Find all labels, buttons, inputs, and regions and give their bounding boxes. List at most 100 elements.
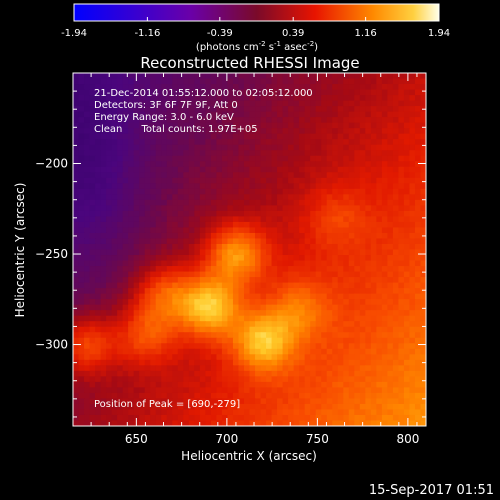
heatmap-cell: [122, 266, 129, 273]
heatmap-cell: [128, 166, 135, 173]
heatmap-cell: [420, 117, 426, 124]
heatmap-cell: [128, 299, 135, 306]
heatmap-cell: [348, 183, 355, 190]
x-tick-label: 650: [125, 432, 148, 446]
heatmap-cell: [177, 403, 184, 411]
heatmap-cell: [199, 100, 206, 107]
heatmap-cell: [84, 243, 91, 251]
heatmap-cell: [73, 117, 80, 124]
heatmap-cell: [266, 177, 273, 184]
heatmap-cell: [78, 117, 85, 124]
heatmap-cell: [205, 354, 212, 361]
heatmap-cell: [117, 387, 124, 394]
heatmap-cell: [332, 271, 339, 278]
heatmap-cell: [238, 227, 245, 234]
heatmap-cell: [161, 293, 168, 300]
heatmap-cell: [166, 205, 173, 212]
heatmap-cell: [337, 194, 344, 201]
heatmap-cell: [381, 288, 388, 295]
heatmap-cell: [161, 194, 168, 201]
heatmap-cell: [78, 106, 85, 113]
heatmap-cell: [221, 117, 229, 124]
heatmap-cell: [139, 288, 146, 295]
heatmap-cell: [128, 144, 135, 151]
heatmap-cell: [365, 365, 372, 372]
heatmap-cell: [277, 403, 284, 411]
heatmap-cell: [73, 370, 80, 377]
heatmap-cell: [310, 282, 317, 289]
heatmap-cell: [392, 337, 400, 344]
heatmap-cell: [310, 183, 317, 190]
heatmap-cell: [343, 100, 350, 107]
heatmap-cell: [177, 381, 184, 388]
heatmap-cell: [238, 255, 245, 262]
heatmap-cell: [166, 354, 173, 361]
heatmap-cell: [288, 194, 295, 201]
heatmap-cell: [359, 282, 366, 289]
heatmap-cell: [84, 133, 91, 140]
heatmap-cell: [227, 403, 234, 411]
heatmap-cell: [243, 150, 251, 157]
heatmap-cell: [376, 365, 383, 372]
heatmap-cell: [398, 365, 405, 372]
heatmap-cell: [199, 183, 206, 190]
heatmap-cell: [210, 210, 218, 218]
heatmap-cell: [155, 172, 162, 179]
heatmap-cell: [227, 139, 234, 146]
heatmap-cell: [144, 299, 151, 306]
heatmap-cell: [232, 243, 240, 251]
heatmap-cell: [288, 315, 295, 322]
heatmap-cell: [183, 304, 190, 311]
heatmap-cell: [249, 299, 256, 306]
heatmap-cell: [84, 128, 91, 135]
heatmap-cell: [232, 359, 240, 366]
heatmap-cell: [260, 232, 267, 240]
heatmap-cell: [78, 188, 85, 195]
heatmap-cell: [255, 321, 262, 328]
heatmap-cell: [392, 409, 400, 416]
heatmap-cell: [255, 255, 262, 262]
heatmap-cell: [365, 337, 372, 344]
heatmap-cell: [238, 139, 245, 146]
heatmap-cell: [282, 376, 289, 383]
heatmap-cell: [161, 299, 168, 306]
heatmap-cell: [155, 161, 162, 168]
heatmap-cell: [210, 216, 218, 223]
heatmap-cell: [95, 315, 102, 322]
heatmap-cell: [370, 122, 377, 129]
heatmap-cell: [144, 155, 151, 162]
heatmap-cell: [365, 326, 372, 333]
heatmap-cell: [398, 78, 405, 85]
heatmap-cell: [326, 288, 333, 295]
heatmap-cell: [133, 299, 140, 306]
annotation-block: 21-Dec-2014 01:55:12.000 to 02:05:12.000…: [94, 88, 313, 135]
heatmap-cell: [365, 232, 372, 240]
heatmap-cell: [293, 155, 300, 162]
heatmap-cell: [89, 359, 96, 366]
heatmap-cell: [117, 199, 124, 206]
heatmap-cell: [304, 387, 311, 394]
heatmap-cell: [177, 73, 184, 80]
heatmap-cell: [238, 420, 245, 426]
heatmap-cell: [155, 155, 162, 162]
heatmap-cell: [326, 73, 333, 80]
heatmap-cell: [255, 376, 262, 383]
heatmap-cell: [315, 221, 322, 229]
heatmap-cell: [139, 243, 146, 251]
colorbar-ticks: -1.94 -1.16 -0.39 0.39 1.16 1.94: [61, 17, 450, 39]
heatmap-cell: [243, 161, 251, 168]
heatmap-cell: [293, 310, 300, 317]
heatmap-cell: [139, 150, 146, 157]
heatmap-cell: [117, 188, 124, 195]
heatmap-cell: [188, 365, 195, 372]
heatmap-cell: [343, 249, 350, 256]
heatmap-cell: [210, 243, 218, 251]
heatmap-cell: [348, 227, 355, 234]
heatmap-cell: [326, 166, 333, 173]
heatmap-cell: [304, 106, 311, 113]
heatmap-cell: [282, 420, 289, 426]
heatmap-cell: [414, 326, 422, 333]
heatmap-cell: [271, 155, 278, 162]
heatmap-cell: [155, 73, 162, 80]
heatmap-cell: [359, 166, 366, 173]
